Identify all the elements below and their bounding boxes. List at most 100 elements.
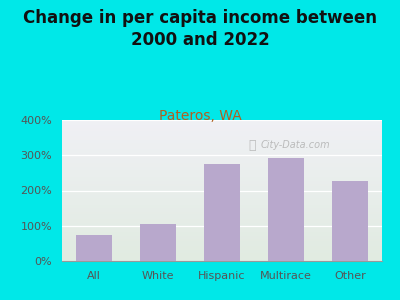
Bar [62, 138, 382, 139]
Bar [62, 189, 382, 190]
Bar [62, 242, 382, 243]
Bar [62, 236, 382, 237]
Bar [62, 258, 382, 259]
Bar [62, 206, 382, 207]
Bar [62, 204, 382, 205]
Bar [62, 123, 382, 124]
Bar [62, 251, 382, 252]
Bar [62, 249, 382, 250]
Bar [62, 125, 382, 126]
Bar [62, 161, 382, 162]
Bar [62, 171, 382, 172]
Bar [62, 177, 382, 178]
Bar [62, 230, 382, 231]
Bar [62, 238, 382, 239]
Bar [62, 154, 382, 155]
Bar [62, 159, 382, 160]
Bar [62, 246, 382, 247]
Bar [62, 129, 382, 130]
Bar [62, 233, 382, 234]
Bar [62, 203, 382, 204]
Bar [62, 153, 382, 154]
Bar [62, 175, 382, 176]
Bar [62, 169, 382, 170]
Bar [62, 133, 382, 134]
Bar [62, 209, 382, 210]
Bar [62, 228, 382, 229]
Bar [62, 226, 382, 227]
Bar [62, 212, 382, 213]
Bar [62, 223, 382, 224]
Bar [62, 232, 382, 233]
Bar [62, 137, 382, 138]
Bar [62, 199, 382, 200]
Bar [62, 179, 382, 180]
Bar [62, 239, 382, 240]
Bar [62, 229, 382, 230]
Bar [62, 187, 382, 188]
Bar [62, 256, 382, 257]
Bar [62, 197, 382, 198]
Bar [62, 156, 382, 157]
Bar [268, 158, 304, 261]
Bar [62, 220, 382, 221]
Bar [62, 218, 382, 219]
Bar [62, 257, 382, 258]
Bar [62, 141, 382, 142]
Bar [62, 248, 382, 249]
Bar [62, 195, 382, 196]
Bar [62, 181, 382, 182]
Bar [62, 259, 382, 260]
Bar [332, 181, 368, 261]
Bar [62, 260, 382, 261]
Bar [62, 254, 382, 255]
Bar [62, 136, 382, 137]
Bar [62, 122, 382, 123]
Bar [62, 132, 382, 133]
Bar [62, 158, 382, 159]
Bar [62, 231, 382, 232]
Bar [62, 235, 382, 236]
Bar [62, 120, 382, 121]
Bar [62, 185, 382, 186]
Bar [62, 162, 382, 163]
Bar [62, 121, 382, 122]
Bar [62, 131, 382, 132]
Bar [62, 173, 382, 174]
Bar [62, 188, 382, 189]
Bar [62, 194, 382, 195]
Bar [62, 152, 382, 153]
Bar [62, 205, 382, 206]
Bar [62, 164, 382, 165]
Bar [62, 144, 382, 145]
Bar [62, 157, 382, 158]
Bar [62, 191, 382, 192]
Bar [62, 227, 382, 228]
Bar [62, 151, 382, 152]
Bar [204, 164, 240, 261]
Bar [62, 245, 382, 246]
Bar [62, 176, 382, 177]
Bar [62, 222, 382, 223]
Bar [62, 255, 382, 256]
Bar [62, 130, 382, 131]
Bar [62, 127, 382, 128]
Bar [62, 182, 382, 183]
Bar [62, 197, 382, 198]
Bar [62, 221, 382, 222]
Bar [62, 252, 382, 253]
Bar [62, 224, 382, 225]
Bar [62, 213, 382, 214]
Bar [140, 224, 176, 261]
Bar [62, 165, 382, 166]
Bar [62, 126, 382, 127]
Bar [62, 211, 382, 212]
Bar [62, 198, 382, 199]
Bar [62, 183, 382, 184]
Bar [62, 240, 382, 241]
Bar [62, 172, 382, 173]
Bar [62, 150, 382, 151]
Bar [62, 184, 382, 185]
Bar [62, 170, 382, 171]
Bar [62, 146, 382, 147]
